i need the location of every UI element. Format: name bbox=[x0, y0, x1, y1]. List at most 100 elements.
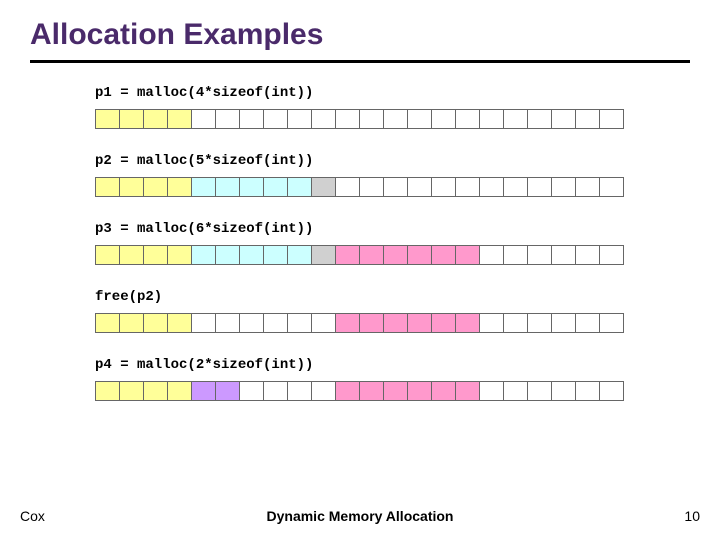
memory-cell bbox=[551, 109, 576, 129]
memory-cell bbox=[407, 313, 432, 333]
memory-cell bbox=[479, 245, 504, 265]
memory-cell bbox=[503, 109, 528, 129]
memory-cell bbox=[527, 177, 552, 197]
memory-cell bbox=[335, 313, 360, 333]
memory-cell bbox=[335, 109, 360, 129]
memory-cell bbox=[527, 313, 552, 333]
memory-cell bbox=[191, 313, 216, 333]
memory-cell bbox=[575, 381, 600, 401]
memory-cell bbox=[479, 109, 504, 129]
memory-cell bbox=[263, 245, 288, 265]
memory-cell bbox=[551, 313, 576, 333]
memory-cell bbox=[599, 177, 624, 197]
memory-row bbox=[95, 177, 650, 197]
memory-cell bbox=[575, 109, 600, 129]
memory-cell bbox=[431, 177, 456, 197]
memory-cell bbox=[215, 245, 240, 265]
memory-cell bbox=[167, 313, 192, 333]
memory-cell bbox=[359, 245, 384, 265]
memory-cell bbox=[167, 109, 192, 129]
memory-cell bbox=[239, 313, 264, 333]
code-line: p4 = malloc(2*sizeof(int)) bbox=[95, 357, 650, 373]
memory-cell bbox=[239, 177, 264, 197]
memory-cell bbox=[191, 109, 216, 129]
memory-cell bbox=[503, 313, 528, 333]
code-line: p1 = malloc(4*sizeof(int)) bbox=[95, 85, 650, 101]
content-area: p1 = malloc(4*sizeof(int))p2 = malloc(5*… bbox=[95, 85, 650, 425]
memory-cell bbox=[551, 177, 576, 197]
slide: Allocation Examples p1 = malloc(4*sizeof… bbox=[0, 0, 720, 540]
memory-cell bbox=[359, 177, 384, 197]
memory-cell bbox=[407, 177, 432, 197]
memory-cell bbox=[119, 177, 144, 197]
memory-cell bbox=[479, 313, 504, 333]
memory-cell bbox=[431, 381, 456, 401]
memory-row bbox=[95, 313, 650, 333]
memory-cell bbox=[95, 313, 120, 333]
memory-cell bbox=[167, 245, 192, 265]
memory-cell bbox=[479, 381, 504, 401]
memory-cell bbox=[383, 109, 408, 129]
memory-cell bbox=[431, 245, 456, 265]
memory-cell bbox=[95, 109, 120, 129]
memory-cell bbox=[215, 381, 240, 401]
memory-cell bbox=[599, 245, 624, 265]
memory-cell bbox=[143, 381, 168, 401]
memory-cell bbox=[527, 381, 552, 401]
code-line: free(p2) bbox=[95, 289, 650, 305]
memory-cell bbox=[551, 381, 576, 401]
memory-cell bbox=[383, 381, 408, 401]
memory-cell bbox=[359, 109, 384, 129]
memory-cell bbox=[263, 109, 288, 129]
memory-cell bbox=[119, 245, 144, 265]
memory-cell bbox=[239, 109, 264, 129]
memory-cell bbox=[335, 177, 360, 197]
memory-cell bbox=[95, 381, 120, 401]
memory-cell bbox=[95, 177, 120, 197]
memory-cell bbox=[455, 313, 480, 333]
memory-cell bbox=[119, 109, 144, 129]
memory-cell bbox=[455, 109, 480, 129]
memory-cell bbox=[191, 177, 216, 197]
memory-cell bbox=[575, 245, 600, 265]
memory-cell bbox=[359, 381, 384, 401]
memory-cell bbox=[455, 177, 480, 197]
memory-cell bbox=[263, 313, 288, 333]
footer-page: 10 bbox=[684, 508, 700, 524]
memory-cell bbox=[383, 313, 408, 333]
memory-cell bbox=[383, 177, 408, 197]
memory-cell bbox=[263, 177, 288, 197]
memory-cell bbox=[431, 313, 456, 333]
memory-cell bbox=[167, 177, 192, 197]
memory-cell bbox=[215, 109, 240, 129]
memory-cell bbox=[263, 381, 288, 401]
memory-cell bbox=[119, 313, 144, 333]
memory-cell bbox=[527, 109, 552, 129]
memory-cell bbox=[599, 381, 624, 401]
memory-cell bbox=[527, 245, 552, 265]
memory-cell bbox=[287, 177, 312, 197]
memory-row bbox=[95, 109, 650, 129]
memory-cell bbox=[311, 381, 336, 401]
memory-cell bbox=[503, 245, 528, 265]
title-rule bbox=[30, 60, 690, 63]
memory-cell bbox=[215, 313, 240, 333]
memory-cell bbox=[575, 313, 600, 333]
memory-cell bbox=[287, 109, 312, 129]
memory-cell bbox=[311, 177, 336, 197]
memory-cell bbox=[287, 313, 312, 333]
memory-cell bbox=[407, 381, 432, 401]
memory-cell bbox=[455, 245, 480, 265]
memory-cell bbox=[455, 381, 480, 401]
memory-cell bbox=[599, 313, 624, 333]
memory-cell bbox=[335, 381, 360, 401]
memory-cell bbox=[575, 177, 600, 197]
memory-cell bbox=[359, 313, 384, 333]
memory-cell bbox=[143, 109, 168, 129]
memory-row bbox=[95, 245, 650, 265]
memory-cell bbox=[407, 109, 432, 129]
memory-cell bbox=[599, 109, 624, 129]
memory-cell bbox=[143, 313, 168, 333]
memory-cell bbox=[191, 245, 216, 265]
memory-cell bbox=[311, 313, 336, 333]
